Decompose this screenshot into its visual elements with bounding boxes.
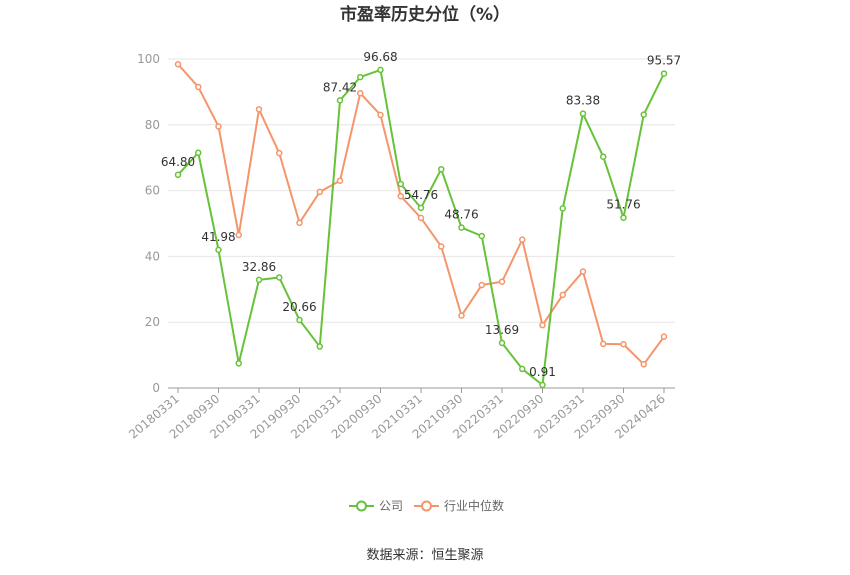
y-tick-label: 40 (145, 249, 160, 263)
y-axis-ticks: 0 20 40 60 80 100 (137, 52, 160, 395)
data-point (660, 70, 668, 77)
x-axis: 2018033120180930201903312019093020200331… (126, 387, 675, 442)
series-line (177, 68, 665, 387)
data-point (478, 281, 485, 289)
data-point (215, 123, 222, 130)
data-point (357, 89, 364, 97)
data-point (336, 97, 344, 104)
data-label: 13.69 (485, 323, 519, 337)
data-point (600, 153, 607, 160)
legend-item[interactable]: 公司 (349, 499, 403, 513)
data-point (357, 73, 364, 81)
data-label: 64.80 (161, 155, 195, 169)
data-point (276, 149, 283, 157)
legend-swatch-marker (421, 500, 432, 512)
data-label: 54.76 (404, 188, 438, 202)
legend[interactable]: 公司 行业中位数 (349, 498, 504, 513)
grid-lines (168, 58, 675, 323)
y-tick-label: 100 (137, 52, 160, 66)
data-point (559, 205, 566, 212)
legend-item[interactable]: 行业中位数 (414, 498, 504, 513)
data-point (438, 165, 445, 173)
data-point (235, 231, 242, 239)
data-point (458, 224, 465, 231)
data-point (417, 204, 425, 212)
data-point (296, 316, 303, 324)
data-point (255, 106, 263, 113)
data-point (660, 333, 668, 340)
data-point (174, 171, 182, 179)
data-label: 48.76 (444, 208, 478, 222)
data-point (195, 149, 202, 157)
data-label: 83.38 (566, 94, 600, 108)
data-point (519, 365, 526, 373)
data-point (174, 61, 182, 68)
data-label: 0.91 (529, 365, 556, 379)
data-point (498, 278, 506, 285)
data-point (640, 361, 647, 368)
data-label: 51.76 (606, 198, 640, 212)
data-point (620, 214, 627, 221)
data-point (559, 291, 566, 299)
data-point (620, 340, 627, 348)
data-point (336, 177, 344, 184)
data-point (600, 340, 607, 348)
y-tick-label: 0 (152, 381, 160, 395)
data-point (579, 268, 587, 275)
data-point (539, 381, 546, 389)
y-tick-label: 80 (145, 118, 160, 132)
data-point (417, 214, 425, 222)
data-point (397, 192, 404, 200)
data-label: 20.66 (282, 300, 316, 314)
legend-label: 公司 (379, 499, 403, 513)
data-point (640, 111, 647, 118)
data-point (316, 188, 323, 196)
series-line (177, 63, 665, 366)
data-point (195, 83, 202, 91)
data-point (519, 236, 526, 243)
data-point (215, 246, 222, 254)
chart-title: 市盈率历史分位（%） (340, 4, 510, 25)
data-point (255, 276, 263, 284)
source-note: 数据来源：恒生聚源 (366, 548, 483, 563)
data-point (377, 111, 384, 119)
y-tick-label: 20 (145, 315, 160, 329)
data-label: 96.68 (363, 50, 397, 64)
data-point (579, 110, 587, 117)
data-label: 41.98 (201, 230, 235, 244)
data-point (498, 339, 506, 347)
data-point (377, 66, 384, 74)
data-label: 32.86 (242, 260, 276, 274)
data-point (316, 343, 323, 350)
data-point (235, 360, 242, 367)
data-point (296, 219, 303, 227)
y-tick-label: 60 (145, 184, 160, 198)
data-label: 95.57 (647, 54, 681, 68)
data-point (397, 180, 404, 188)
data-point (458, 312, 465, 319)
data-point (276, 274, 283, 281)
data-labels: 64.80 41.98 32.86 20.66 87.42 96.68 54.76 48.76… (161, 50, 681, 379)
data-point (438, 243, 445, 250)
legend-label: 行业中位数 (444, 498, 504, 513)
legend-swatch-marker (356, 500, 367, 512)
data-label: 87.42 (323, 80, 357, 94)
data-point (478, 232, 485, 240)
data-point (539, 321, 546, 329)
series-lines (174, 61, 668, 389)
